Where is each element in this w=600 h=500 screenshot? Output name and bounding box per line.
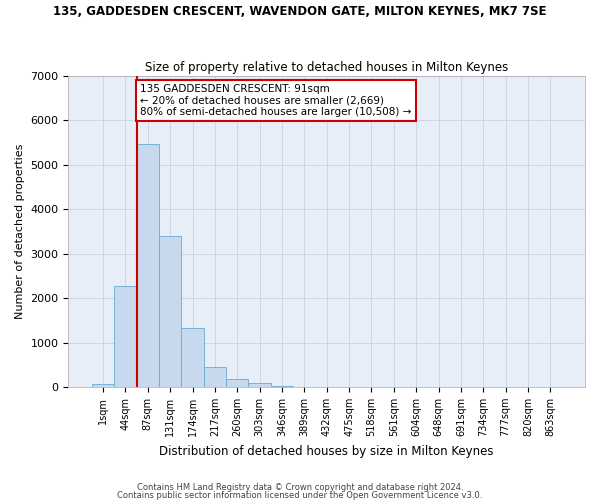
- Bar: [204, 367, 226, 387]
- Text: Contains HM Land Registry data © Crown copyright and database right 2024.: Contains HM Land Registry data © Crown c…: [137, 484, 463, 492]
- X-axis label: Distribution of detached houses by size in Milton Keynes: Distribution of detached houses by size …: [160, 444, 494, 458]
- Bar: [226, 379, 248, 387]
- Bar: [159, 236, 181, 387]
- Text: 135, GADDESDEN CRESCENT, WAVENDON GATE, MILTON KEYNES, MK7 7SE: 135, GADDESDEN CRESCENT, WAVENDON GATE, …: [53, 5, 547, 18]
- Bar: [181, 328, 204, 387]
- Bar: [271, 386, 293, 387]
- Bar: [92, 384, 114, 387]
- Bar: [114, 286, 137, 387]
- Text: Contains public sector information licensed under the Open Government Licence v3: Contains public sector information licen…: [118, 490, 482, 500]
- Bar: [248, 384, 271, 387]
- Title: Size of property relative to detached houses in Milton Keynes: Size of property relative to detached ho…: [145, 60, 508, 74]
- Bar: [137, 144, 159, 387]
- Y-axis label: Number of detached properties: Number of detached properties: [15, 144, 25, 319]
- Text: 135 GADDESDEN CRESCENT: 91sqm
← 20% of detached houses are smaller (2,669)
80% o: 135 GADDESDEN CRESCENT: 91sqm ← 20% of d…: [140, 84, 412, 117]
